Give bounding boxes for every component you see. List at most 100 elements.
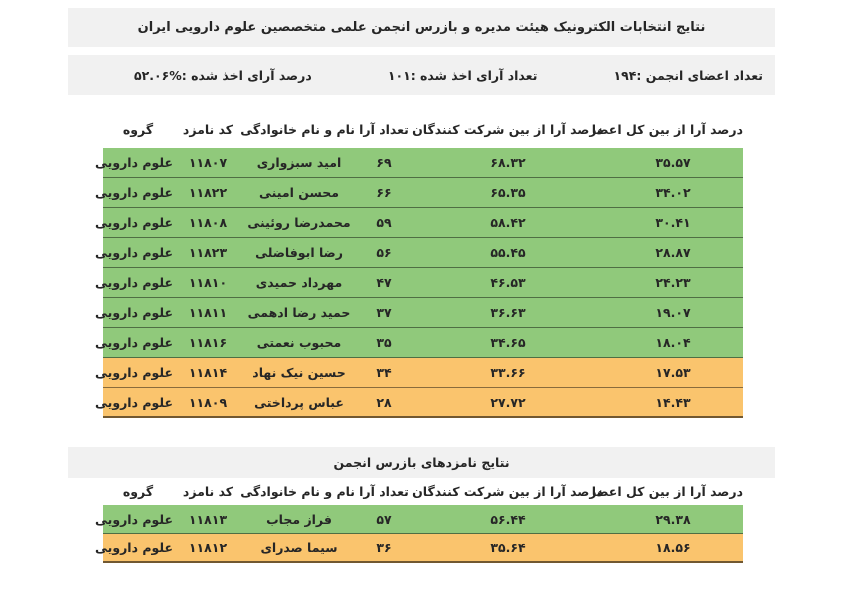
name-cell: رضا ابوفاضلی [255, 245, 343, 260]
board-table-header-row: درصد آرا از بین کل اعضا درصد آرا از بین … [103, 110, 743, 148]
name-cell: محمدرضا روئینی [247, 215, 351, 230]
page-title: نتایج انتخابات الکترونیک هیئت مدیره و با… [137, 20, 706, 35]
group-cell: علوم دارویی [95, 365, 173, 380]
stat-votes-percent: درصد آرای اخذ شده :%۵۲.۰۶ [134, 67, 312, 83]
column-header-percent-participants: درصد آرا از بین شرکت کنندگان [412, 121, 603, 137]
percent-total-cell: ۳۴.۰۲ [655, 185, 691, 200]
percent-total-cell: ۲۴.۲۳ [655, 275, 691, 290]
table-row: ۱۹.۰۷ ۳۶.۶۳ ۳۷ حمید رضا ادهمی ۱۱۸۱۱ علوم دارو… [95, 298, 743, 328]
table-row: ۱۸.۵۶ ۳۵.۶۴ ۳۶ سیما صدرای ۱۱۸۱۲ علوم دارویی [95, 534, 743, 563]
code-cell: ۱۱۸۰۹ [188, 394, 228, 410]
code-cell: ۱۱۸۱۳ [188, 511, 228, 527]
column-header-group: گروه [122, 484, 154, 499]
name-cell: حسین نیک نهاد [252, 365, 346, 380]
code-cell: ۱۱۸۱۱ [188, 305, 228, 320]
votes-cell: ۶۶ [376, 185, 392, 200]
votes-cell: ۳۴ [376, 365, 392, 380]
votes-cell: ۵۷ [376, 511, 392, 527]
code-cell: ۱۱۸۰۷ [188, 155, 228, 170]
percent-total-cell: ۱۴.۴۳ [655, 394, 691, 410]
code-cell: ۱۱۸۱۴ [188, 365, 228, 380]
group-cell: علوم دارویی [95, 275, 173, 290]
table-row: ۲۸.۸۷ ۵۵.۴۵ ۵۶ رضا ابوفاضلی ۱۱۸۲۳ علوم دارویی [95, 238, 743, 268]
column-header-group: گروه [122, 121, 154, 137]
code-cell: ۱۱۸۲۳ [188, 245, 228, 260]
code-cell: ۱۱۸۲۲ [188, 185, 228, 200]
percent-total-cell: ۲۹.۳۸ [655, 511, 691, 527]
group-cell: علوم دارویی [95, 155, 173, 170]
percent-total-cell: ۲۸.۸۷ [655, 245, 691, 260]
name-cell: مهرداد حمیدی [255, 275, 343, 290]
votes-cell: ۶۹ [376, 155, 392, 170]
percent-participants-cell: ۲۷.۷۲ [490, 394, 526, 410]
group-cell: علوم دارویی [95, 305, 173, 320]
name-cell: عباس پرداختی [254, 394, 344, 410]
inspector-table-header-row: درصد آرا از بین کل اعضا درصد آرا از بین … [103, 478, 743, 505]
votes-cell: ۲۸ [376, 394, 392, 410]
name-cell: محسن امینی [259, 185, 339, 200]
inspector-section-title-bar: نتایج نامزدهای بازرس انجمن [68, 447, 775, 478]
percent-participants-cell: ۴۶.۵۳ [490, 275, 526, 290]
board-results-table: درصد آرا از بین کل اعضا درصد آرا از بین … [95, 110, 743, 418]
table-row: ۲۴.۲۳ ۴۶.۵۳ ۴۷ مهرداد حمیدی ۱۱۸۱۰ علوم دارویی [95, 268, 743, 298]
table-row: ۲۹.۳۸ ۵۶.۴۴ ۵۷ فراز مجاب ۱۱۸۱۳ علوم دارویی [95, 505, 743, 534]
votes-cell: ۵۹ [376, 215, 392, 230]
percent-total-cell: ۱۸.۵۶ [655, 540, 691, 555]
group-cell: علوم دارویی [95, 185, 173, 200]
group-cell: علوم دارویی [95, 511, 173, 527]
table-row: ۳۰.۴۱ ۵۸.۴۲ ۵۹ محمدرضا روئینی ۱۱۸۰۸ علوم دارو… [95, 208, 743, 238]
group-cell: علوم دارویی [95, 540, 173, 555]
column-header-candidate-code: کد نامزد [182, 484, 234, 499]
percent-total-cell: ۳۰.۴۱ [655, 215, 691, 230]
code-cell: ۱۱۸۱۲ [188, 540, 228, 555]
group-cell: علوم دارویی [95, 215, 173, 230]
column-header-percent-total-members: درصد آرا از بین کل اعضا [591, 121, 743, 137]
votes-cell: ۳۶ [376, 540, 392, 555]
percent-total-cell: ۱۸.۰۴ [655, 335, 691, 350]
group-cell: علوم دارویی [95, 335, 173, 350]
name-cell: محبوب نعمتی [256, 335, 342, 350]
table-row: ۳۵.۵۷ ۶۸.۳۲ ۶۹ امید سبزواری ۱۱۸۰۷ علوم دارویی [95, 148, 743, 178]
column-header-percent-total-members: درصد آرا از بین کل اعضا [591, 484, 743, 499]
table-row: ۱۷.۵۳ ۳۳.۶۶ ۳۴ حسین نیک نهاد ۱۱۸۱۴ علوم داروی… [95, 358, 743, 388]
column-header-full-name: نام و نام خانوادگی [240, 121, 355, 137]
inspector-results-table: درصد آرا از بین کل اعضا درصد آرا از بین … [95, 478, 743, 563]
report-title-bar: نتایج انتخابات الکترونیک هیئت مدیره و با… [68, 8, 775, 47]
percent-participants-cell: ۳۶.۶۳ [490, 305, 526, 320]
percent-total-cell: ۳۵.۵۷ [655, 155, 691, 170]
code-cell: ۱۱۸۱۶ [188, 335, 228, 350]
name-cell: امید سبزواری [256, 155, 342, 170]
name-cell: سیما صدرای [260, 540, 338, 555]
code-cell: ۱۱۸۱۰ [188, 275, 228, 290]
votes-cell: ۵۶ [376, 245, 392, 260]
column-header-candidate-code: کد نامزد [182, 121, 234, 137]
percent-participants-cell: ۶۸.۳۲ [490, 155, 526, 170]
column-header-vote-count: تعداد آرا [359, 484, 409, 499]
percent-participants-cell: ۳۳.۶۶ [490, 365, 526, 380]
stat-association-members: تعداد اعضای انجمن :۱۹۴ [613, 67, 763, 83]
votes-cell: ۴۷ [376, 275, 392, 290]
column-header-percent-participants: درصد آرا از بین شرکت کنندگان [412, 484, 603, 499]
votes-cell: ۳۷ [376, 305, 392, 320]
group-cell: علوم دارویی [95, 245, 173, 260]
name-cell: فراز مجاب [266, 511, 332, 527]
table-row: ۱۴.۴۳ ۲۷.۷۲ ۲۸ عباس پرداختی ۱۱۸۰۹ علوم دارویی [95, 388, 743, 418]
table-row: ۱۸.۰۴ ۳۴.۶۵ ۳۵ محبوب نعمتی ۱۱۸۱۶ علوم دارویی [95, 328, 743, 358]
votes-cell: ۳۵ [376, 335, 392, 350]
percent-participants-cell: ۵۸.۴۲ [490, 215, 526, 230]
column-header-vote-count: تعداد آرا [359, 121, 409, 137]
code-cell: ۱۱۸۰۸ [188, 215, 228, 230]
percent-participants-cell: ۳۴.۶۵ [490, 335, 526, 350]
group-cell: علوم دارویی [95, 394, 173, 410]
stat-votes-cast: تعداد آرای اخذ شده :۱۰۱ [387, 67, 538, 83]
name-cell: حمید رضا ادهمی [247, 305, 351, 320]
percent-total-cell: ۱۷.۵۳ [655, 365, 691, 380]
percent-participants-cell: ۵۵.۴۵ [490, 245, 526, 260]
inspector-section-title: نتایج نامزدهای بازرس انجمن [333, 455, 510, 470]
stats-bar: تعداد اعضای انجمن :۱۹۴ تعداد آرای اخذ شد… [68, 55, 775, 95]
percent-participants-cell: ۶۵.۳۵ [490, 185, 526, 200]
column-header-full-name: نام و نام خانوادگی [240, 484, 355, 499]
percent-participants-cell: ۳۵.۶۴ [490, 540, 526, 555]
table-row: ۳۴.۰۲ ۶۵.۳۵ ۶۶ محسن امینی ۱۱۸۲۲ علوم دارویی [95, 178, 743, 208]
